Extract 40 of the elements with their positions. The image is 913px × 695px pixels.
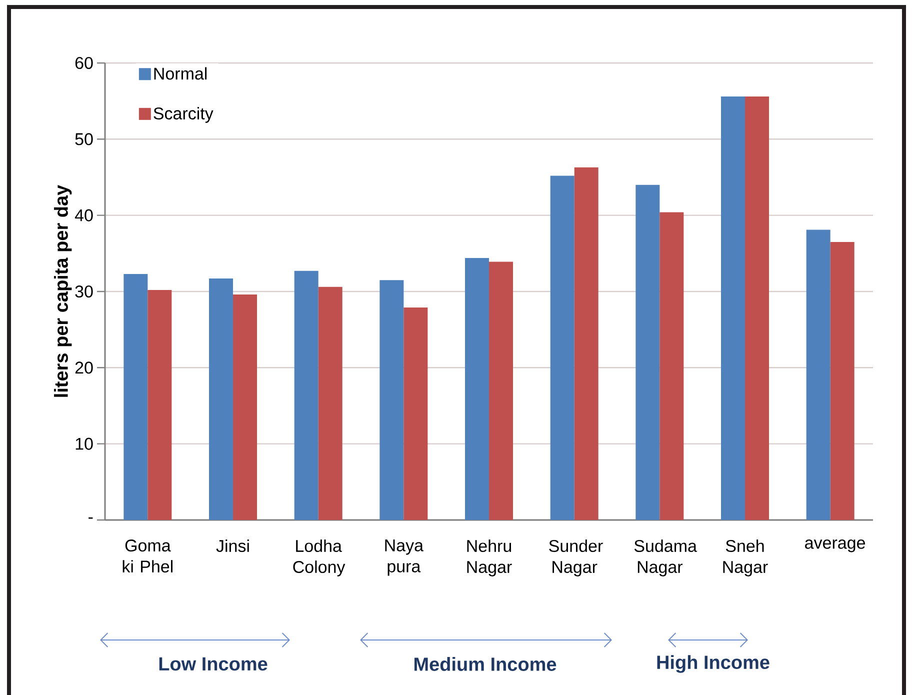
y-tick-label: 30 — [75, 285, 93, 298]
legend-label: Normal — [154, 67, 207, 80]
text: Low Income — [159, 657, 268, 671]
bar — [380, 280, 404, 520]
y-tick-label: - — [88, 517, 93, 519]
bar — [148, 290, 172, 520]
x-tick-label: Sunder Nagar — [549, 540, 603, 576]
y-tick-label: 20 — [75, 362, 93, 374]
x-tick-label: Sneh Nagar — [723, 540, 768, 576]
x-tick-label: Lodha Colony — [293, 540, 346, 576]
bar — [550, 176, 574, 520]
y-tick-label: 40 — [74, 209, 93, 222]
bar — [745, 96, 770, 520]
bar — [233, 294, 258, 520]
bar — [830, 242, 854, 520]
bar — [404, 307, 428, 520]
x-tick-label: Goma ki Phel — [122, 540, 172, 573]
bar — [124, 274, 148, 520]
bar — [489, 262, 514, 520]
text: Medium Income — [414, 657, 556, 671]
legend-label: Scarcity — [154, 107, 214, 123]
y-tick-label: 10 — [76, 438, 93, 450]
text: High Income — [657, 655, 770, 673]
bar — [318, 286, 342, 520]
bar — [294, 270, 318, 520]
bar — [574, 167, 598, 520]
bar — [806, 230, 830, 520]
bar — [660, 212, 684, 520]
bar — [636, 184, 660, 520]
x-tick-label: average — [805, 540, 866, 552]
y-tick-label: 60 — [75, 56, 93, 70]
x-tick-label: Naya pura — [385, 540, 424, 576]
y-axis-title: liters per capita per day — [54, 184, 72, 397]
bar — [721, 96, 745, 520]
bar — [209, 278, 234, 520]
x-tick-label: Nehru Nagar — [467, 540, 512, 576]
y-tick-label: 50 — [75, 133, 93, 146]
x-tick-label: Jinsi — [216, 540, 249, 552]
bar — [465, 258, 490, 520]
x-tick-label: Sudama Nagar — [634, 540, 697, 576]
